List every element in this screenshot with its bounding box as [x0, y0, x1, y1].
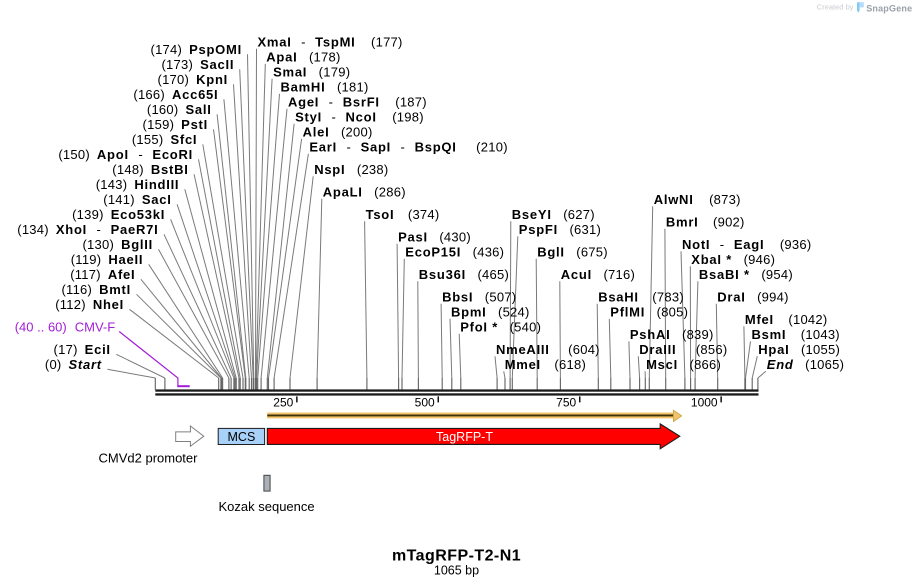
svg-text:SmaI(179): SmaI (179): [273, 65, 350, 80]
svg-text:PasI(430): PasI (430): [398, 230, 471, 245]
svg-text:MscI(866): MscI (866): [646, 357, 721, 372]
svg-text:AcuI(716): AcuI (716): [561, 267, 635, 282]
svg-text:BsaHI(783): BsaHI (783): [598, 290, 684, 305]
svg-text:End(1065): End (1065): [767, 357, 844, 372]
svg-text:Created by: Created by: [817, 3, 854, 12]
svg-text:(40 .. 60)CMV-F: (40 .. 60) CMV-F: [15, 320, 116, 335]
svg-text:TagRFP-T: TagRFP-T: [436, 430, 493, 444]
svg-text:PspFI(631): PspFI (631): [519, 222, 601, 237]
svg-text:XmaI-TspMI(177): XmaI - TspMI (177): [258, 35, 403, 50]
svg-text:BbsI(507): BbsI (507): [442, 290, 516, 305]
svg-text:500: 500: [415, 396, 435, 410]
svg-text:ApaLI(286): ApaLI (286): [323, 185, 406, 200]
svg-text:BglI(675): BglI (675): [537, 245, 608, 260]
svg-text:PflMI(805): PflMI (805): [610, 305, 688, 320]
svg-text:MmeI(618): MmeI (618): [505, 357, 586, 372]
svg-text:(0)Start: (0) Start: [45, 357, 102, 372]
svg-text:DraI(994): DraI (994): [717, 290, 788, 305]
svg-text:AlwNI(873): AlwNI (873): [654, 192, 741, 207]
svg-text:StyI-NcoI(198): StyI - NcoI (198): [295, 110, 424, 125]
svg-text:CMVd2 promoter: CMVd2 promoter: [99, 450, 199, 465]
svg-text:NspI(238): NspI (238): [314, 162, 388, 177]
svg-text:(150)ApoI-EcoRI: (150) ApoI - EcoRI: [58, 147, 193, 162]
svg-text:BpmI(524): BpmI (524): [451, 305, 530, 320]
svg-text:MCS: MCS: [228, 430, 256, 444]
svg-text:PfoI*(540): PfoI * (540): [460, 320, 541, 335]
svg-text:PshAI(839): PshAI (839): [630, 327, 714, 342]
svg-text:NmeAIII(604): NmeAIII (604): [496, 342, 600, 357]
svg-text:(143)HindIII: (143) HindIII: [96, 177, 180, 192]
svg-text:(174)PspOMI: (174) PspOMI: [150, 42, 242, 57]
svg-text:AgeI-BsrFI(187): AgeI - BsrFI (187): [288, 95, 427, 110]
svg-text:BsaBI*(954): BsaBI * (954): [699, 267, 793, 282]
svg-text:AleI(200): AleI (200): [303, 125, 373, 140]
svg-text:NotI-EagI(936): NotI - EagI (936): [682, 237, 811, 252]
svg-text:BsmI(1043): BsmI (1043): [752, 327, 840, 342]
svg-text:(148)BstBI: (148) BstBI: [112, 162, 188, 177]
svg-text:BamHI(181): BamHI (181): [281, 80, 369, 95]
svg-text:Bsu36I(465): Bsu36I (465): [419, 267, 509, 282]
svg-text:HpaI(1055): HpaI (1055): [758, 342, 840, 357]
svg-text:MfeI(1042): MfeI (1042): [745, 312, 828, 327]
svg-text:Kozak sequence: Kozak sequence: [219, 499, 315, 514]
svg-text:EarI-SapI-BspQI(210): EarI - SapI - BspQI (210): [309, 140, 507, 155]
svg-text:EcoP15I(436): EcoP15I (436): [405, 245, 504, 260]
svg-text:(166)Acc65I: (166) Acc65I: [133, 87, 218, 102]
svg-text:1065 bp: 1065 bp: [434, 564, 479, 578]
svg-text:(112)NheI: (112) NheI: [55, 297, 124, 312]
svg-text:750: 750: [556, 396, 576, 410]
svg-text:TsoI(374): TsoI (374): [366, 207, 440, 222]
svg-text:XbaI*(946): XbaI * (946): [691, 252, 775, 267]
svg-text:DraIII(856): DraIII (856): [639, 342, 727, 357]
svg-text:ApaI(178): ApaI (178): [266, 50, 340, 65]
svg-text:(139)Eco53kI: (139) Eco53kI: [72, 207, 165, 222]
svg-text:BmrI(902): BmrI (902): [666, 215, 745, 230]
svg-text:mTagRFP-T2-N1: mTagRFP-T2-N1: [392, 548, 521, 565]
svg-text:250: 250: [273, 396, 293, 410]
svg-text:BseYI(627): BseYI (627): [512, 207, 595, 222]
svg-text:SnapGene: SnapGene: [866, 3, 912, 13]
svg-text:1000: 1000: [691, 396, 718, 410]
